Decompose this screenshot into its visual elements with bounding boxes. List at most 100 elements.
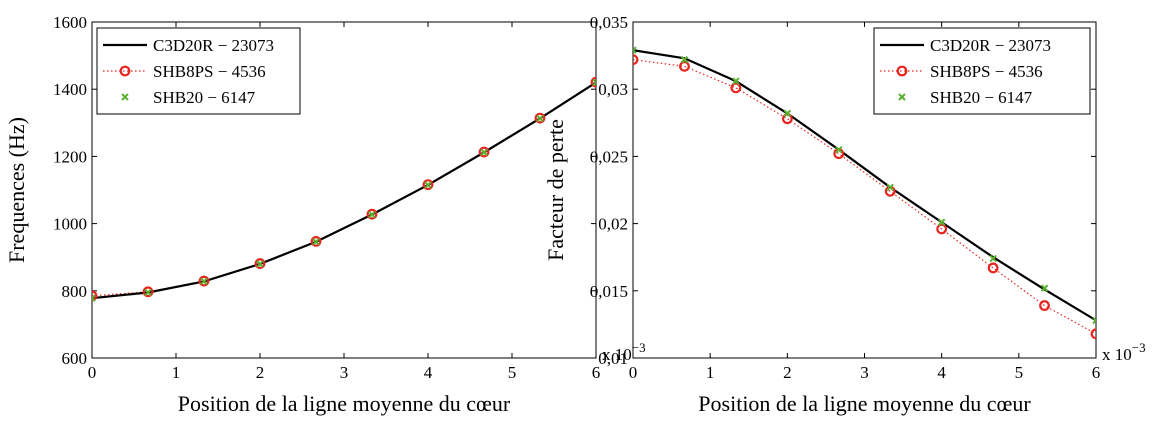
point-shb8ps — [730, 82, 742, 94]
x-multiplier-exponent: −3 — [1132, 340, 1146, 355]
point-shb8ps — [1039, 300, 1050, 311]
point-shb20 — [424, 181, 432, 189]
y-tick-label: 0,015 — [590, 282, 628, 301]
point-shb20-stroke — [312, 238, 320, 246]
legend-box — [96, 27, 301, 115]
point-shb8ps — [422, 179, 434, 191]
x-multiplier: x 10−3 — [602, 340, 646, 364]
legend: C3D20R − 23073 SHB8PS − 4536 SHB20 − 6147 — [873, 27, 1091, 115]
y-tick-label: 0,02 — [598, 215, 628, 234]
point-shb20 — [1040, 284, 1049, 292]
series-group — [92, 76, 596, 302]
point-shb8ps — [936, 223, 948, 235]
point-shb8ps — [1090, 328, 1096, 340]
y-tick-label: 0,03 — [598, 80, 628, 99]
y-tick-label: 0,035 — [590, 13, 628, 32]
point-shb20-stroke — [937, 218, 946, 226]
point-shb20 — [937, 218, 946, 226]
x-tick-label: 1 — [706, 363, 715, 382]
point-shb20-stroke — [424, 181, 432, 189]
x-tick-label: 0 — [629, 363, 638, 382]
y-tick-label: 1400 — [53, 80, 87, 99]
point-shb20-stroke — [1040, 284, 1049, 292]
y-tick-label: 1600 — [53, 13, 87, 32]
x-tick-label: 4 — [937, 363, 946, 382]
point-shb20-stroke — [886, 183, 894, 192]
point-shb20-stroke — [92, 296, 96, 302]
legend-marker-shb8ps — [896, 65, 908, 77]
point-shb20-stroke — [732, 77, 740, 85]
series-line-c3d20r — [92, 81, 596, 300]
point-shb20 — [256, 260, 264, 268]
point-shb8ps — [478, 146, 490, 158]
point-shb20 — [480, 148, 488, 157]
legend-entry-label: C3D20R − 23073 — [153, 36, 274, 55]
x-axis-label: Position de la ligne moyenne du cœur — [178, 391, 511, 416]
point-shb20-stroke — [592, 78, 596, 84]
point-shb20 — [886, 183, 894, 192]
x-tick-label: 3 — [340, 363, 349, 382]
point-shb20-stroke — [368, 210, 376, 219]
legend-marker-shb20 — [898, 93, 906, 101]
legend: C3D20R − 23073 SHB8PS − 4536 SHB20 − 6147 — [96, 27, 301, 115]
point-shb20-stroke — [783, 109, 792, 118]
point-shb20-stroke — [200, 277, 208, 286]
point-shb20 — [835, 145, 843, 154]
point-shb8ps — [198, 275, 210, 287]
point-shb20 — [92, 294, 96, 302]
series-line-c3d20r — [633, 49, 1096, 322]
y-tick-label: 1200 — [53, 147, 87, 166]
point-shb8ps — [92, 290, 98, 302]
point-shb8ps — [254, 258, 266, 269]
point-shb8ps — [534, 112, 546, 124]
legend-entry-label: SHB20 − 6147 — [153, 88, 256, 107]
point-shb20 — [680, 55, 689, 64]
point-shb20-stroke — [633, 46, 637, 52]
point-shb8ps — [633, 54, 639, 66]
x-tick-label: 2 — [783, 363, 792, 382]
x-tick-label: 5 — [1015, 363, 1024, 382]
point-shb20-stroke — [592, 81, 596, 87]
legend-entry-label: C3D20R − 23073 — [930, 36, 1051, 55]
x-tick-label: 6 — [592, 363, 601, 382]
point-shb20-stroke — [989, 254, 997, 263]
point-shb8ps — [987, 262, 999, 274]
point-shb8ps — [310, 236, 322, 247]
y-tick-label: 1000 — [53, 215, 87, 234]
x-multiplier-base: x 10 — [1102, 345, 1132, 364]
point-shb20 — [592, 78, 596, 87]
legend-entry-label: SHB8PS − 4536 — [153, 62, 266, 81]
point-shb20 — [312, 238, 320, 246]
point-shb20 — [368, 210, 376, 219]
x-tick-label: 3 — [860, 363, 869, 382]
point-shb20 — [144, 288, 152, 297]
y-tick-label: 0,025 — [590, 147, 628, 166]
legend-box — [873, 27, 1091, 115]
legend-marker-shb20 — [121, 93, 129, 101]
legend-entry-label: SHB8PS − 4536 — [930, 62, 1043, 81]
point-shb20 — [200, 277, 208, 286]
point-shb20-stroke — [256, 260, 264, 268]
point-shb8ps — [142, 286, 154, 298]
y-axis-label: Facteur de perte — [543, 119, 568, 261]
x-tick-label: 5 — [508, 363, 517, 382]
x-tick-label: 1 — [172, 363, 181, 382]
point-shb20-stroke — [1092, 318, 1096, 325]
point-shb20-stroke — [1092, 316, 1096, 322]
series-group — [633, 46, 1096, 340]
point-shb20-stroke — [680, 55, 689, 64]
point-shb20-stroke — [536, 114, 544, 123]
x-axis-label: Position de la ligne moyenne du cœur — [698, 391, 1031, 416]
point-shb20 — [989, 254, 997, 263]
x-tick-label: 2 — [256, 363, 265, 382]
y-tick-label: 800 — [62, 282, 88, 301]
legend-marker-shb8ps — [119, 65, 131, 77]
point-shb20 — [732, 77, 740, 85]
x-multiplier-exponent: −3 — [632, 340, 646, 355]
point-shb20-stroke — [633, 48, 637, 54]
point-shb20 — [1092, 316, 1096, 325]
x-multiplier: x 10−3 — [1102, 340, 1146, 364]
